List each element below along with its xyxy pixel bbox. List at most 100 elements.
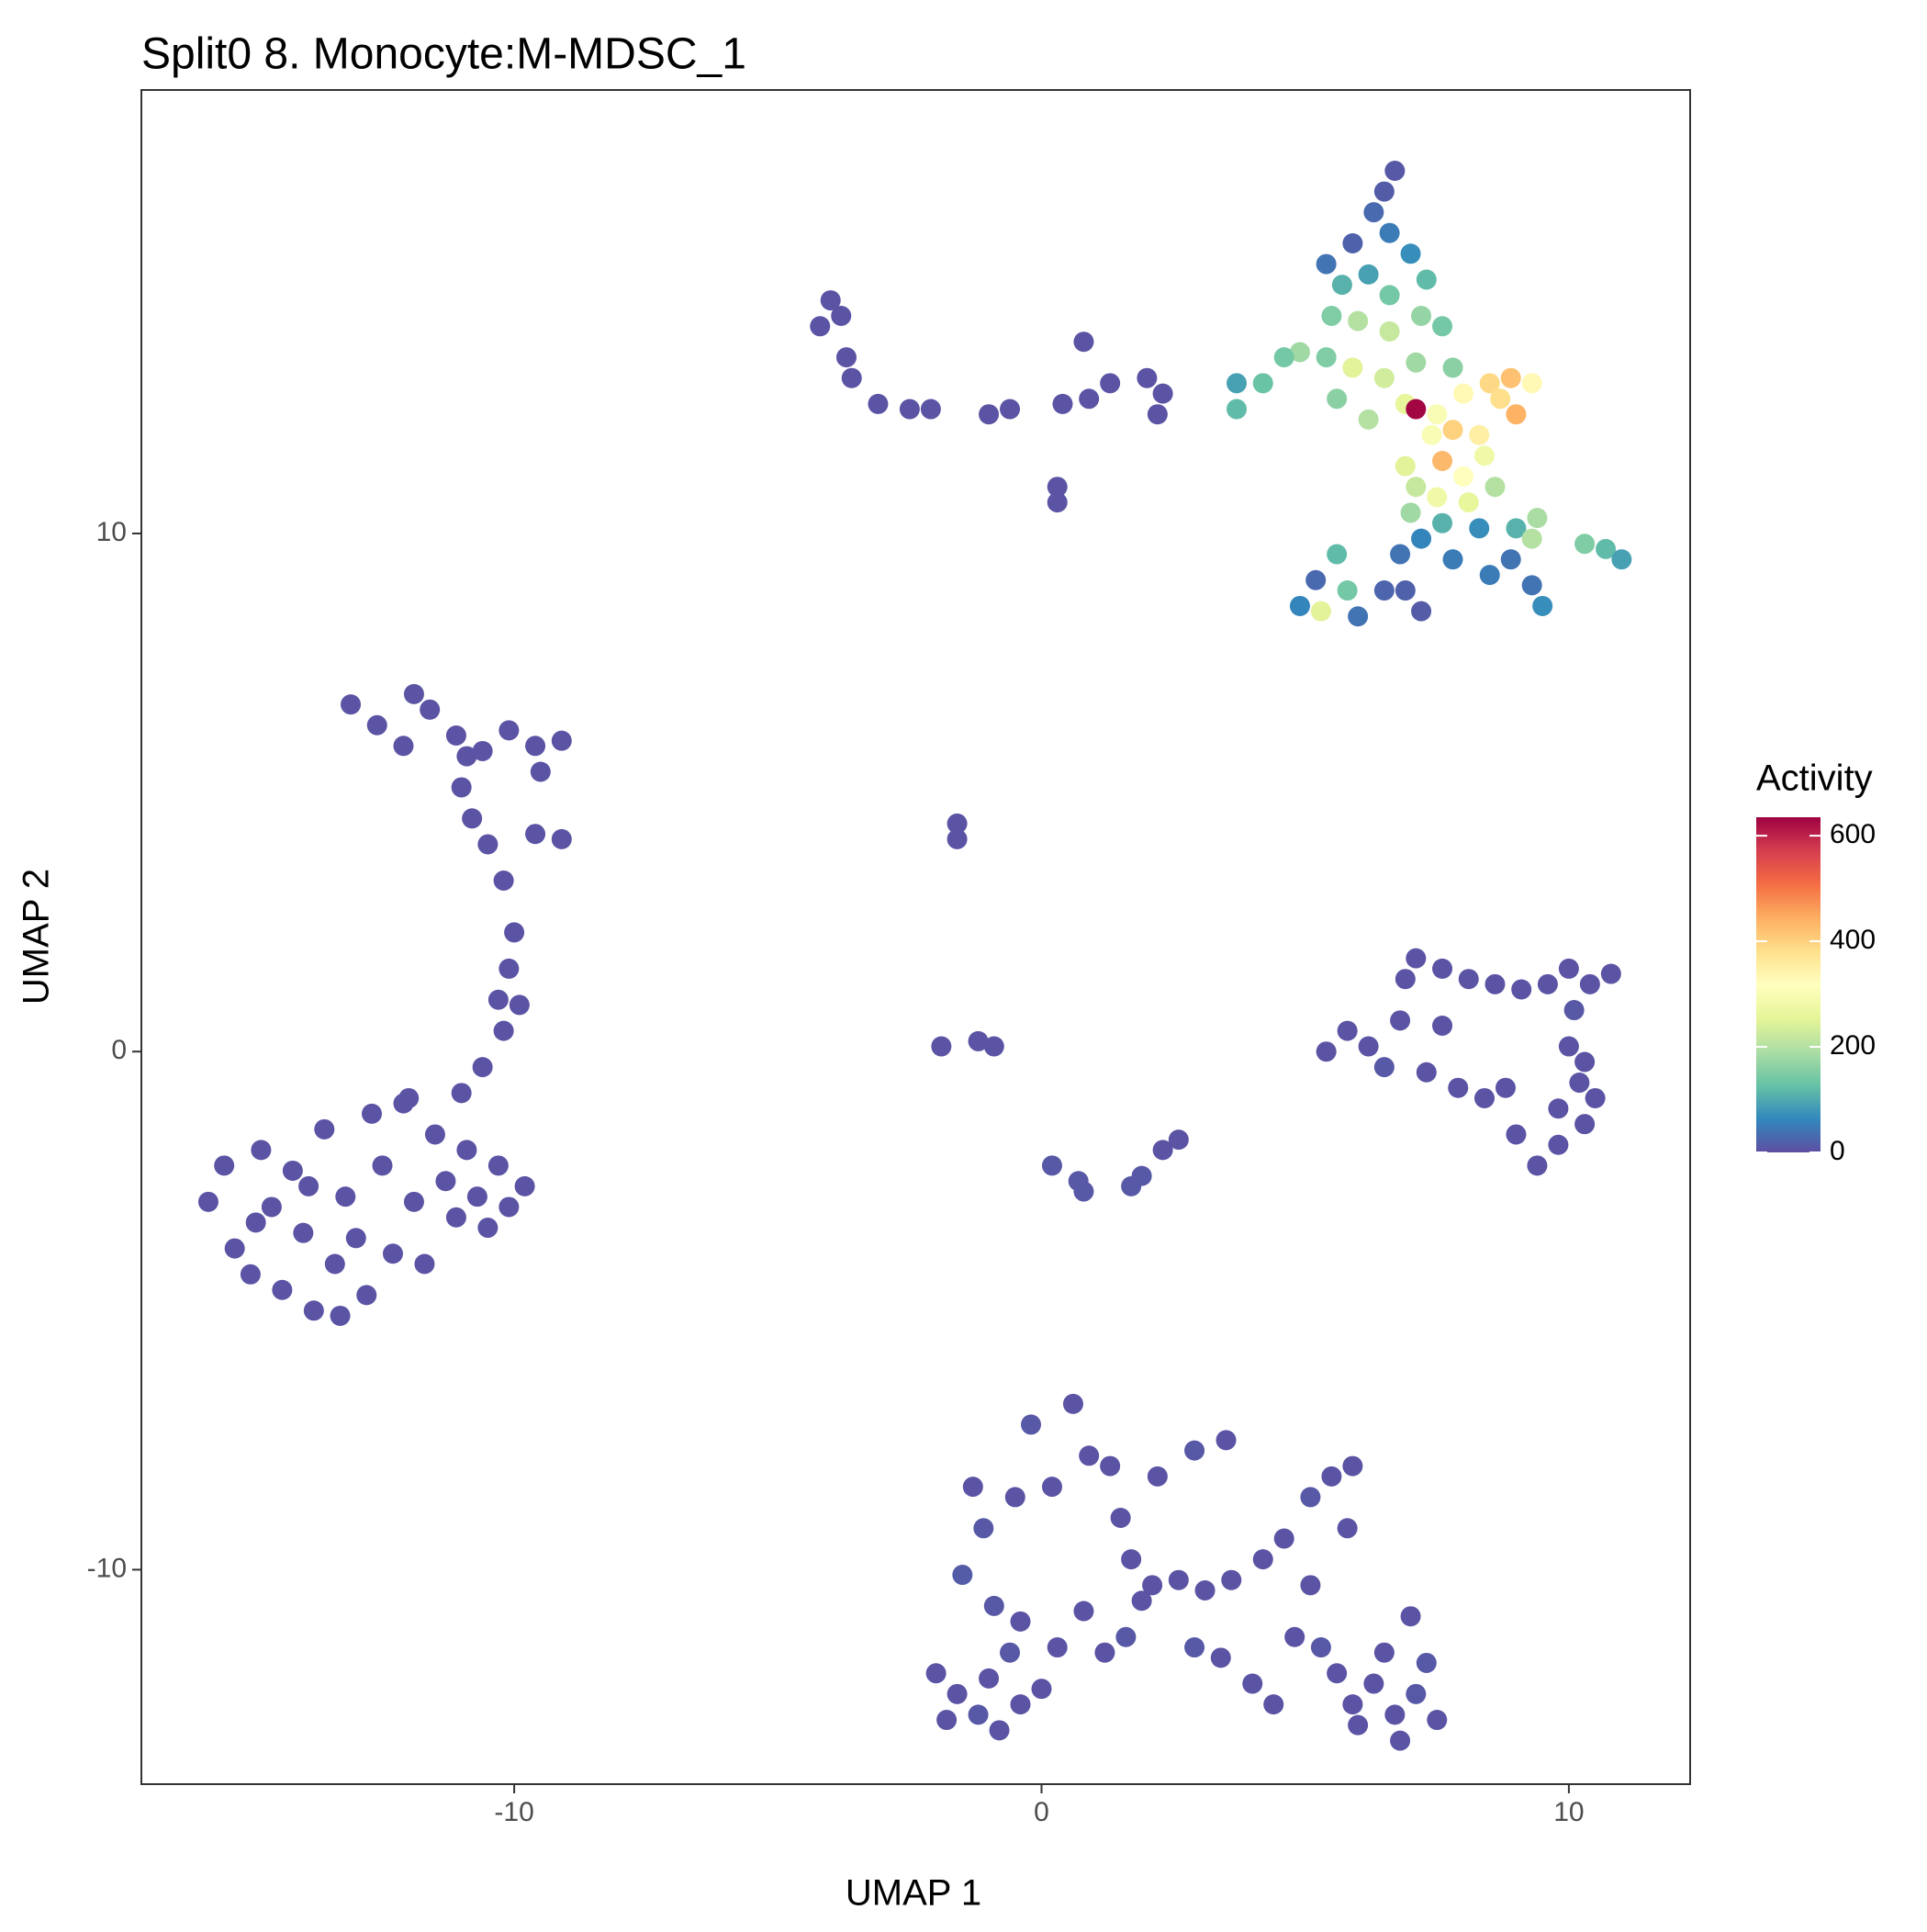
point [1558,1036,1579,1057]
point [947,828,968,849]
point [1432,958,1453,979]
point [298,1175,319,1196]
point [1358,264,1379,285]
point [1400,243,1421,264]
point [1331,275,1352,296]
point [504,922,525,943]
point [1184,1440,1205,1461]
point [398,1087,420,1108]
point [1484,973,1506,994]
point [445,1207,466,1228]
point [1427,1710,1448,1731]
point [1442,549,1463,570]
point [1316,347,1337,368]
point [197,1191,218,1212]
point [1511,979,1532,1000]
point [1094,1642,1115,1663]
point [1427,487,1448,508]
point [1321,306,1342,326]
point [1342,357,1363,378]
point [1432,450,1453,471]
point [1047,492,1068,513]
point [983,1595,1004,1616]
point [1194,1579,1216,1601]
point [1373,1642,1395,1663]
point [1152,1140,1173,1161]
point [245,1212,266,1233]
point [1041,1155,1062,1176]
point [947,813,968,834]
point [1073,1601,1094,1622]
point [1473,1087,1495,1108]
point [1041,1477,1062,1498]
point [1548,1098,1569,1119]
point [1073,1181,1094,1202]
point [1373,1057,1395,1078]
point [1521,575,1542,596]
point [251,1140,272,1161]
point [1321,1466,1342,1487]
point [1600,963,1621,984]
colorbar-label: 0 [1830,1136,1845,1166]
point [1416,1061,1437,1083]
point [335,1186,356,1208]
point [1216,1430,1237,1451]
point [1052,393,1073,414]
point [1421,424,1442,445]
point [240,1264,261,1285]
point [530,761,551,782]
point [1506,1124,1527,1145]
point [1010,1694,1031,1715]
point [1348,310,1369,331]
point [393,736,414,757]
point [1184,1637,1205,1658]
point [1342,233,1363,254]
point [979,404,1000,425]
point [1406,399,1427,420]
point [1263,1694,1284,1715]
point [356,1285,377,1306]
point [1432,512,1453,534]
point [1242,1673,1263,1694]
point [1574,534,1596,555]
point [1316,1041,1337,1062]
point [1342,1455,1363,1477]
point [1395,969,1416,990]
point [551,828,572,849]
colorbar-label: 200 [1830,1030,1876,1061]
point [1379,222,1400,243]
point [1115,1626,1137,1647]
point [1131,1590,1152,1612]
point [1227,399,1248,420]
point [499,720,520,741]
point [1442,420,1463,441]
point [1506,404,1527,425]
point [1373,181,1395,202]
point [456,746,477,767]
point [968,1030,989,1051]
point [1585,1087,1606,1108]
point [1574,1114,1596,1135]
point [1416,269,1437,290]
point [962,1477,983,1498]
point [382,1243,403,1264]
point [1495,1077,1516,1098]
point [1110,1507,1131,1528]
point [1490,388,1511,410]
point [1506,518,1527,539]
point [1427,404,1448,425]
point [1316,253,1337,275]
colorbar-label: 400 [1830,925,1876,955]
point [1147,1466,1168,1487]
point [1337,1020,1358,1041]
point [973,1518,994,1539]
point [414,1253,435,1275]
point [1596,538,1617,559]
point [1469,518,1490,539]
point [1574,1051,1596,1073]
x-tick-label: -10 [494,1797,533,1827]
panel-border [140,89,1691,1785]
point [1373,367,1395,388]
legend-title: Activity [1756,758,1873,799]
